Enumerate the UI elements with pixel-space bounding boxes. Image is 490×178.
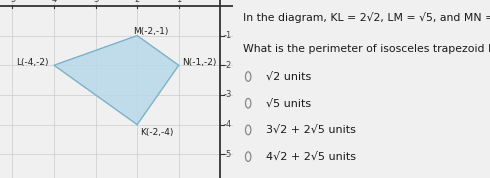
- Text: L(-4,-2): L(-4,-2): [17, 58, 49, 67]
- Text: What is the perimeter of isosceles trapezoid KLMN?: What is the perimeter of isosceles trape…: [243, 44, 490, 54]
- Text: M(-2,-1): M(-2,-1): [133, 27, 169, 36]
- Text: -2: -2: [133, 0, 141, 4]
- Text: -4: -4: [50, 0, 58, 4]
- Text: K(-2,-4): K(-2,-4): [141, 128, 174, 137]
- Text: -4: -4: [223, 120, 232, 129]
- Text: 3√2 + 2√5 units: 3√2 + 2√5 units: [266, 125, 356, 135]
- Text: 4√2 + 2√5 units: 4√2 + 2√5 units: [266, 152, 356, 162]
- Text: -2: -2: [223, 61, 232, 70]
- Text: -5: -5: [223, 150, 232, 159]
- Text: -1: -1: [174, 0, 183, 4]
- Polygon shape: [54, 36, 179, 125]
- Text: -3: -3: [92, 0, 100, 4]
- Text: -1: -1: [223, 31, 232, 40]
- Text: √2 units: √2 units: [266, 72, 312, 82]
- Text: N(-1,-2): N(-1,-2): [182, 58, 217, 67]
- Text: √5 units: √5 units: [266, 98, 311, 108]
- Text: In the diagram, KL = 2√2, LM = √5, and MN = √2.: In the diagram, KL = 2√2, LM = √5, and M…: [243, 12, 490, 23]
- Text: -3: -3: [223, 90, 232, 100]
- Text: -5: -5: [8, 0, 17, 4]
